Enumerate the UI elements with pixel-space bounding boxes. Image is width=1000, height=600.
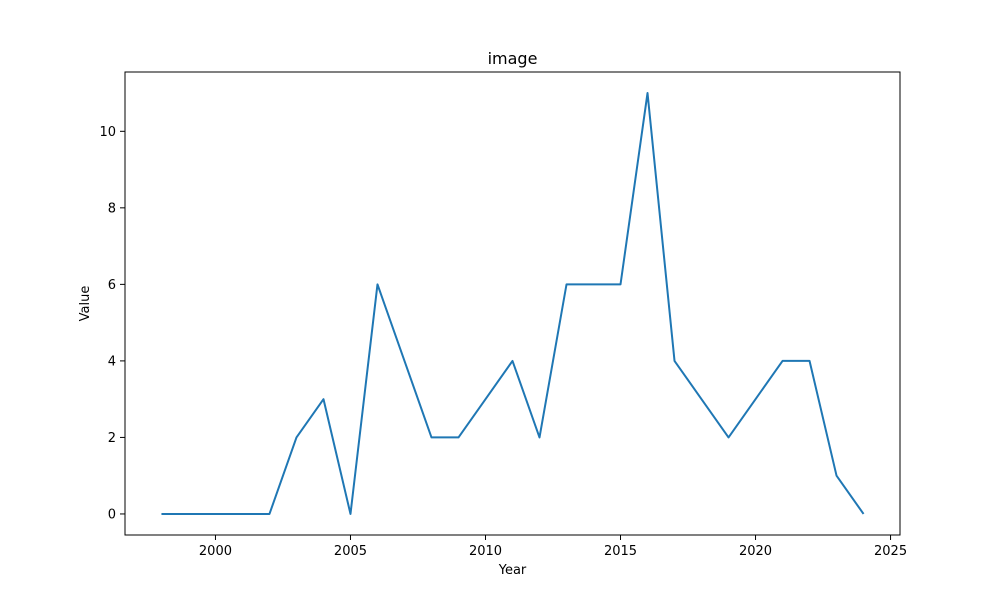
y-tick-label: 6 bbox=[108, 278, 116, 293]
y-axis: 0 2 4 6 8 10 bbox=[99, 125, 125, 522]
x-axis: 2000 2005 2010 2015 2020 2025 bbox=[199, 535, 907, 559]
x-tick-label: 2000 bbox=[199, 544, 232, 559]
x-tick-label: 2010 bbox=[469, 544, 502, 559]
chart-title: image bbox=[488, 49, 538, 68]
y-tick-label: 8 bbox=[108, 201, 116, 216]
series-layer bbox=[161, 92, 865, 515]
x-axis-label: Year bbox=[498, 563, 527, 578]
y-tick-label: 4 bbox=[108, 354, 116, 369]
y-tick-label: 2 bbox=[108, 431, 116, 446]
x-tick-label: 2020 bbox=[739, 544, 772, 559]
x-tick-label: 2025 bbox=[874, 544, 907, 559]
series-line bbox=[161, 92, 865, 515]
y-axis-label: Value bbox=[78, 286, 93, 322]
y-tick-label: 10 bbox=[99, 125, 116, 140]
y-tick-label: 0 bbox=[108, 507, 116, 522]
x-tick-label: 2015 bbox=[604, 544, 637, 559]
x-tick-label: 2005 bbox=[334, 544, 367, 559]
plot-area-background bbox=[125, 72, 900, 535]
plot-frame bbox=[124, 71, 901, 536]
